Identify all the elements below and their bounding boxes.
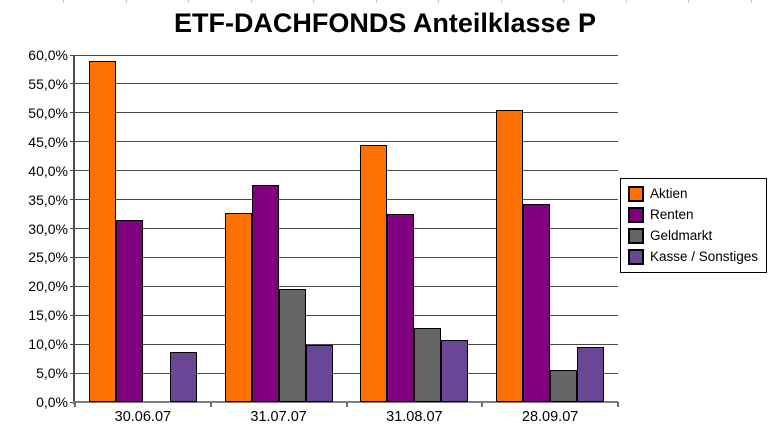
x-axis-tick [209,402,212,407]
x-axis-tick [617,402,619,407]
bar-geldmarkt [414,327,442,402]
bar-aktien [88,60,116,402]
y-axis-label: 20,0% [28,278,68,295]
y-axis-label: 5,0% [36,365,68,382]
bar-aktien [360,145,388,402]
gridline [75,199,618,201]
x-axis-tick [345,402,348,407]
bar-geldmarkt [278,289,306,402]
legend-swatch-renten [628,207,644,223]
y-axis-label: 60,0% [28,47,68,63]
ruler-tick [250,0,252,3]
gridline [75,228,618,229]
y-axis-line [73,55,75,404]
gridline [75,343,618,345]
ruler-tick [63,0,64,3]
gridline [75,54,618,56]
x-axis-label: 30.06.07 [114,409,172,425]
y-axis-label: 0,0% [36,394,68,410]
legend-label: Geldmarkt [650,228,713,243]
legend-swatch-kasse-sonstiges [628,249,644,265]
bar-renten [387,214,415,402]
y-axis-label: 15,0% [28,307,68,324]
bar-kasse-sonstiges [305,344,333,402]
legend-item: Renten [628,207,758,223]
legend: Aktien Renten Geldmarkt Kasse / Sonstiges [620,178,768,273]
y-axis-label: 55,0% [28,75,68,92]
y-axis-label: 40,0% [28,162,68,179]
legend-label: Aktien [650,186,688,201]
bar-renten [523,203,551,402]
gridline [75,372,618,374]
ruler-tick [125,0,127,3]
bar-kasse-sonstiges [441,340,469,402]
legend-item: Kasse / Sonstiges [628,249,758,265]
bar-renten [115,219,143,402]
y-axis-label: 30,0% [28,220,68,237]
x-axis-tick [74,402,76,407]
gridline [75,314,618,316]
gridline [75,285,618,287]
chart-title: ETF-DACHFONDS Anteilklasse P [173,8,597,38]
legend-item: Geldmarkt [628,228,758,244]
ruler-tick [438,0,439,3]
ruler-tick [688,0,689,3]
x-axis-label: 31.07.07 [250,409,307,425]
bar-renten [251,184,279,402]
ruler-tick [625,0,627,3]
gridline [75,112,618,114]
gridline [75,170,618,172]
bar-aktien [224,212,252,402]
bar-geldmarkt [550,369,578,402]
y-axis-label: 25,0% [28,249,68,266]
gridline [75,141,618,143]
y-axis-label: 50,0% [28,104,68,121]
legend-label: Renten [650,207,694,222]
ruler-tick [750,0,752,3]
x-axis-tick [481,402,484,407]
bar-kasse-sonstiges [169,352,197,402]
y-axis-label: 35,0% [28,191,68,208]
bar-kasse-sonstiges [577,347,605,402]
gridline [75,83,618,85]
ruler-tick [188,0,189,3]
bar-aktien [496,109,524,402]
legend-item: Aktien [628,186,758,202]
x-axis-label: 31.08.07 [386,409,443,425]
legend-swatch-geldmarkt [628,228,644,244]
ruler-tick [563,0,564,3]
ruler-tick [313,0,314,3]
y-axis-label: 10,0% [28,336,68,353]
y-axis-label: 45,0% [28,133,68,150]
ruler-tick [375,0,377,3]
legend-swatch-aktien [628,186,644,202]
x-axis-label: 28.09.07 [521,409,579,425]
gridline [75,256,618,258]
legend-label: Kasse / Sonstiges [650,249,759,264]
ruler-tick [500,0,502,3]
